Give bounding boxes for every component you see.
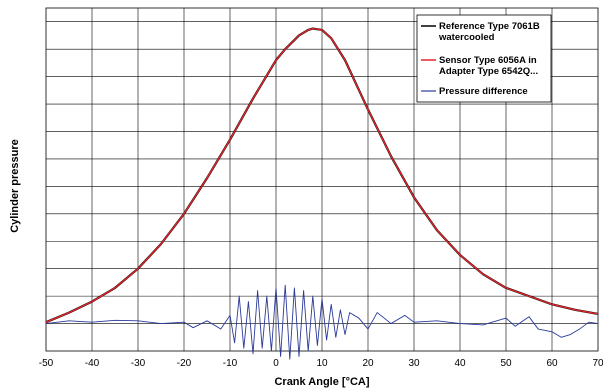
legend-label-difference: Pressure difference [439, 86, 528, 97]
x-tick-label: -40 [85, 358, 100, 369]
x-tick-label: 20 [362, 358, 374, 369]
x-tick-label: -10 [223, 358, 238, 369]
x-tick-label: 10 [316, 358, 328, 369]
legend-label-sensor-line1: Sensor Type 6056A in [439, 55, 537, 66]
x-tick-label: 40 [454, 358, 466, 369]
x-tick-label: 60 [546, 358, 558, 369]
series-pressure-difference-line [45, 284, 599, 360]
x-tick-label: 30 [408, 358, 420, 369]
series-lines [45, 27, 599, 360]
y-axis-title: Cylinder pressure [9, 139, 21, 233]
x-axis-title: Crank Angle [°CA] [274, 376, 369, 388]
x-tick-label: 0 [273, 358, 279, 369]
legend-label-reference-line2: watercooled [438, 32, 495, 43]
x-tick-label: 50 [500, 358, 512, 369]
series-sensor-line [45, 27, 599, 323]
legend: Reference Type 7061B watercooled Sensor … [416, 14, 552, 103]
legend-label-sensor-line2: Adapter Type 6542Q... [439, 66, 538, 77]
x-tick-labels: -50 -40 -30 -20 -10 0 10 20 30 40 50 60 70 [39, 358, 603, 369]
x-tick-label: -50 [39, 358, 54, 369]
x-tick-label: -20 [177, 358, 192, 369]
legend-label-reference-line1: Reference Type 7061B [439, 21, 540, 32]
x-tick-label: -30 [131, 358, 146, 369]
legend-box [416, 14, 552, 103]
x-tick-label: 70 [592, 358, 603, 369]
